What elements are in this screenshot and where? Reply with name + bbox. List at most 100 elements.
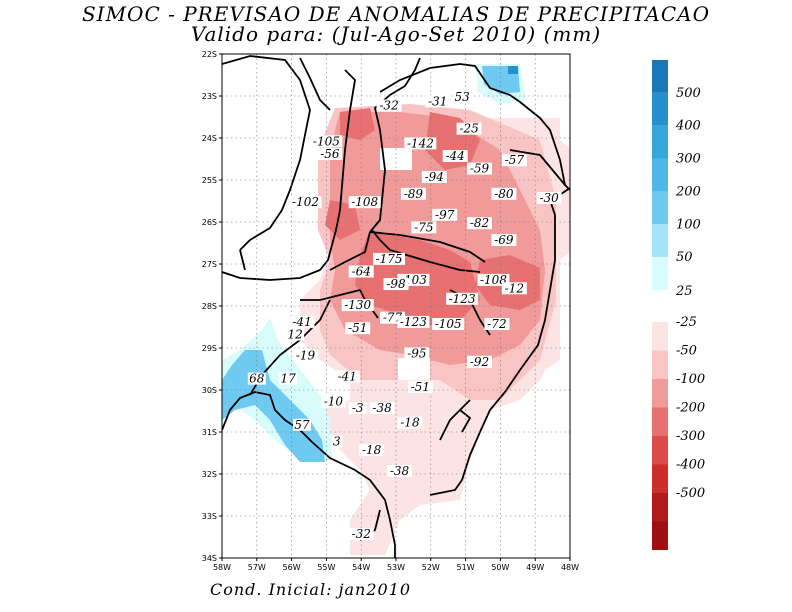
axis-ticks: 22S23S24S25S26S27S28S29S30S31S32S33S34S5… xyxy=(202,50,579,572)
contour-label: -97 xyxy=(435,208,455,222)
map-title: SIMOC - PREVISAO DE ANOMALIAS DE PRECIPI… xyxy=(81,2,711,26)
contour-label: -41 xyxy=(292,315,311,329)
contour-label: -31 xyxy=(428,94,447,108)
anomaly-shading xyxy=(222,54,570,558)
anomaly-core-red-5 xyxy=(325,200,360,240)
contour-label: -98 xyxy=(386,277,406,291)
lon-tick-label: 50W xyxy=(491,563,509,572)
contour-label-bg xyxy=(432,208,458,221)
contour-label: -38 xyxy=(390,464,410,478)
colorbar-swatch-negative xyxy=(652,350,668,379)
lon-tick-label: 54W xyxy=(352,563,370,572)
colorbar-label-negative: -200 xyxy=(676,401,705,416)
contour-label-bg xyxy=(456,122,482,135)
contour-label: -75 xyxy=(414,220,433,234)
lat-tick-label: 25S xyxy=(202,176,217,185)
contour-label: -102 xyxy=(292,195,319,209)
contour-label: -108 xyxy=(480,273,507,287)
contour-label: -82 xyxy=(470,216,489,230)
lat-tick-label: 29S xyxy=(202,344,217,353)
contour-label: -51 xyxy=(348,321,367,335)
colorbar-label-positive: 500 xyxy=(676,86,701,101)
contour-label-bg xyxy=(348,528,374,540)
contour-label: -19 xyxy=(296,349,316,363)
contour-label: -32 xyxy=(379,99,398,113)
lon-tick-label: 57W xyxy=(248,563,266,572)
contour-label: 53 xyxy=(454,90,470,104)
contour-label-bg xyxy=(467,355,493,368)
contour-label-bg xyxy=(484,318,510,330)
anomaly-gap-2 xyxy=(398,358,430,380)
contour-label-bg xyxy=(348,196,381,209)
contour-labels: -32 -31 53 -25 -105 -142 -56 -44 -57 -59 -94-89 -80… xyxy=(247,90,562,541)
contour-label-bg xyxy=(453,91,472,104)
lat-tick-label: 31S xyxy=(202,428,217,437)
contour-label-bg xyxy=(442,150,468,162)
lon-tick-label: 52W xyxy=(422,563,440,572)
contour-label-bg xyxy=(373,252,406,265)
contour-label-bg xyxy=(331,435,343,448)
contour-label: -95 xyxy=(407,346,426,360)
contour-label: -25 xyxy=(459,122,478,136)
contour-label-bg xyxy=(359,444,385,456)
contour-label: -18 xyxy=(362,443,382,457)
contour-label-bg xyxy=(289,315,315,328)
contour-label: -94 xyxy=(425,170,444,184)
contour-label-bg xyxy=(310,135,343,148)
contour-label: 12 xyxy=(287,328,302,342)
colorbar-swatch-negative xyxy=(652,493,668,522)
contour-label: -175 xyxy=(376,252,403,266)
contour-label-bg xyxy=(411,221,437,234)
contour-label: -56 xyxy=(320,147,340,161)
contour-label-bg xyxy=(467,162,493,175)
contour-label: -123 xyxy=(449,292,476,306)
colorbar-label-negative: -400 xyxy=(676,458,705,473)
lat-tick-label: 34S xyxy=(202,554,217,563)
contour-label-bg xyxy=(501,154,527,167)
colorbar-swatch-positive xyxy=(652,60,668,93)
colorbar-label-negative: -50 xyxy=(676,344,697,359)
contour-label: -41 xyxy=(338,370,357,384)
contour-label-bg xyxy=(383,278,409,291)
colorbar-swatch-positive xyxy=(652,158,668,192)
lat-tick-label: 33S xyxy=(202,512,217,521)
contour-label-bg xyxy=(348,402,367,414)
map-subtitle: Valido para: (Jul-Ago-Set 2010) (mm) xyxy=(190,22,602,46)
contour-label: -72 xyxy=(487,317,506,331)
contour-label-bg xyxy=(341,299,374,312)
contour-label-bg xyxy=(293,349,319,362)
contour-label: -105 xyxy=(435,317,462,331)
lat-tick-label: 27S xyxy=(202,260,217,269)
colorbar: 500 400 300 200 100 50 25 -25 -50 -100 -200 -300 -40… xyxy=(652,60,705,550)
contour-label: -108 xyxy=(351,195,378,209)
lon-tick-label: 53W xyxy=(387,563,405,572)
lon-tick-label: 49W xyxy=(526,563,544,572)
contour-label-bg xyxy=(293,418,312,431)
lat-tick-label: 22S xyxy=(202,50,217,59)
colorbar-label-negative: -100 xyxy=(676,372,705,387)
colorbar-label-positive: 50 xyxy=(676,250,693,265)
contour-label: -10 xyxy=(324,395,344,409)
contour-label-bg xyxy=(404,137,437,150)
contour-label-bg xyxy=(421,171,447,183)
colorbar-label-positive: 300 xyxy=(676,152,701,167)
colorbar-swatch-positive xyxy=(652,92,668,126)
contour-label-bg xyxy=(467,217,493,230)
contour-label-bg xyxy=(348,265,374,278)
contour-label: -92 xyxy=(470,355,489,369)
colorbar-label-negative: -500 xyxy=(676,486,705,501)
lon-tick-label: 51W xyxy=(457,563,475,572)
contour-label-bg xyxy=(425,95,451,108)
colorbar-swatch-positive xyxy=(652,125,668,159)
colorbar-swatch-positive xyxy=(652,191,668,225)
contour-label: -18 xyxy=(400,416,420,430)
contour-label-bg xyxy=(477,273,510,286)
contour-label-bg xyxy=(369,402,395,414)
contour-label-bg xyxy=(501,282,527,295)
contour-label-bg xyxy=(289,196,322,209)
colorbar-swatch-negative xyxy=(652,464,668,493)
contour-label-bg xyxy=(536,192,562,204)
lon-tick-label: 48W xyxy=(561,563,579,572)
colorbar-label-positive: 25 xyxy=(675,284,693,299)
